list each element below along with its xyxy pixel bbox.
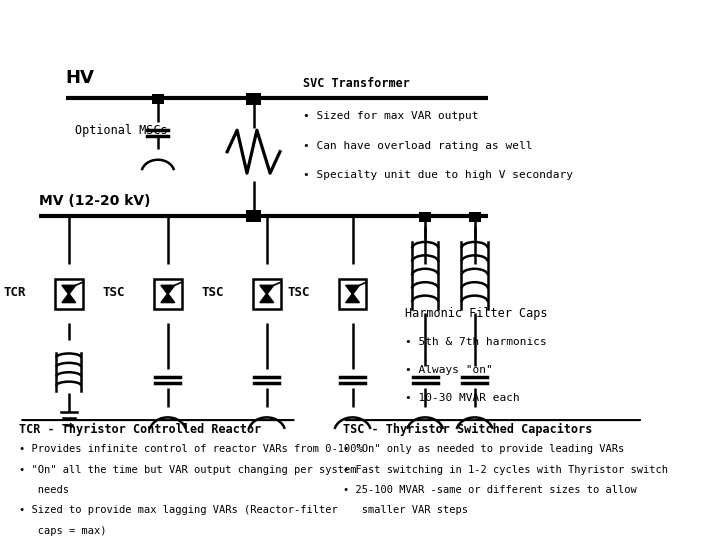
Text: TSC: TSC [287, 286, 310, 299]
Bar [419, 212, 431, 222]
Text: Harmonic Filter Caps: Harmonic Filter Caps [405, 307, 548, 320]
Bar [246, 210, 261, 222]
Text: caps = max): caps = max) [19, 526, 107, 536]
Bar [55, 279, 83, 309]
Text: • 10-30 MVAR each: • 10-30 MVAR each [405, 393, 520, 403]
Polygon shape [346, 293, 359, 302]
Text: MV (12-20 kV): MV (12-20 kV) [39, 194, 150, 208]
Text: TCR: TCR [4, 286, 26, 299]
Bar [339, 279, 366, 309]
Bar [469, 212, 480, 222]
Text: TCR - Thyristor Controlled Reactor: TCR - Thyristor Controlled Reactor [19, 423, 261, 436]
Bar [152, 94, 164, 104]
Text: TSC - Thyristor Switched Capacitors: TSC - Thyristor Switched Capacitors [343, 423, 592, 436]
Text: • Sized to provide max lagging VARs (Reactor-filter: • Sized to provide max lagging VARs (Rea… [19, 505, 338, 516]
Text: SVC Transformer: SVC Transformer [303, 77, 410, 90]
Text: • "On" only as needed to provide leading VARs: • "On" only as needed to provide leading… [343, 444, 624, 454]
Bar [246, 93, 261, 105]
Text: • Fast switching in 1-2 cycles with Thyristor switch: • Fast switching in 1-2 cycles with Thyr… [343, 464, 667, 475]
Bar [154, 279, 181, 309]
Text: • Provides infinite control of reactor VARs from 0-100%: • Provides infinite control of reactor V… [19, 444, 363, 454]
Bar [253, 279, 281, 309]
Polygon shape [161, 285, 175, 294]
Polygon shape [260, 285, 274, 294]
Text: • Can have overload rating as well: • Can have overload rating as well [303, 141, 533, 151]
Text: • 25-100 MVAR -same or different sizes to allow: • 25-100 MVAR -same or different sizes t… [343, 485, 636, 495]
Polygon shape [260, 293, 274, 302]
Polygon shape [62, 285, 76, 294]
Text: TSC: TSC [102, 286, 125, 299]
Text: HV: HV [66, 69, 94, 87]
Text: TSC: TSC [202, 286, 224, 299]
Polygon shape [161, 293, 175, 302]
Text: Optional MSCs: Optional MSCs [76, 124, 168, 137]
Text: smaller VAR steps: smaller VAR steps [343, 505, 468, 516]
Text: • Sized for max VAR output: • Sized for max VAR output [303, 111, 479, 122]
Text: • 5th & 7th harmonics: • 5th & 7th harmonics [405, 337, 547, 347]
Polygon shape [346, 285, 359, 294]
Text: • "On" all the time but VAR output changing per system: • "On" all the time but VAR output chang… [19, 464, 357, 475]
Polygon shape [62, 293, 76, 302]
Text: needs: needs [19, 485, 69, 495]
Text: • Specialty unit due to high V secondary: • Specialty unit due to high V secondary [303, 171, 573, 180]
Text: • Always "on": • Always "on" [405, 365, 493, 375]
